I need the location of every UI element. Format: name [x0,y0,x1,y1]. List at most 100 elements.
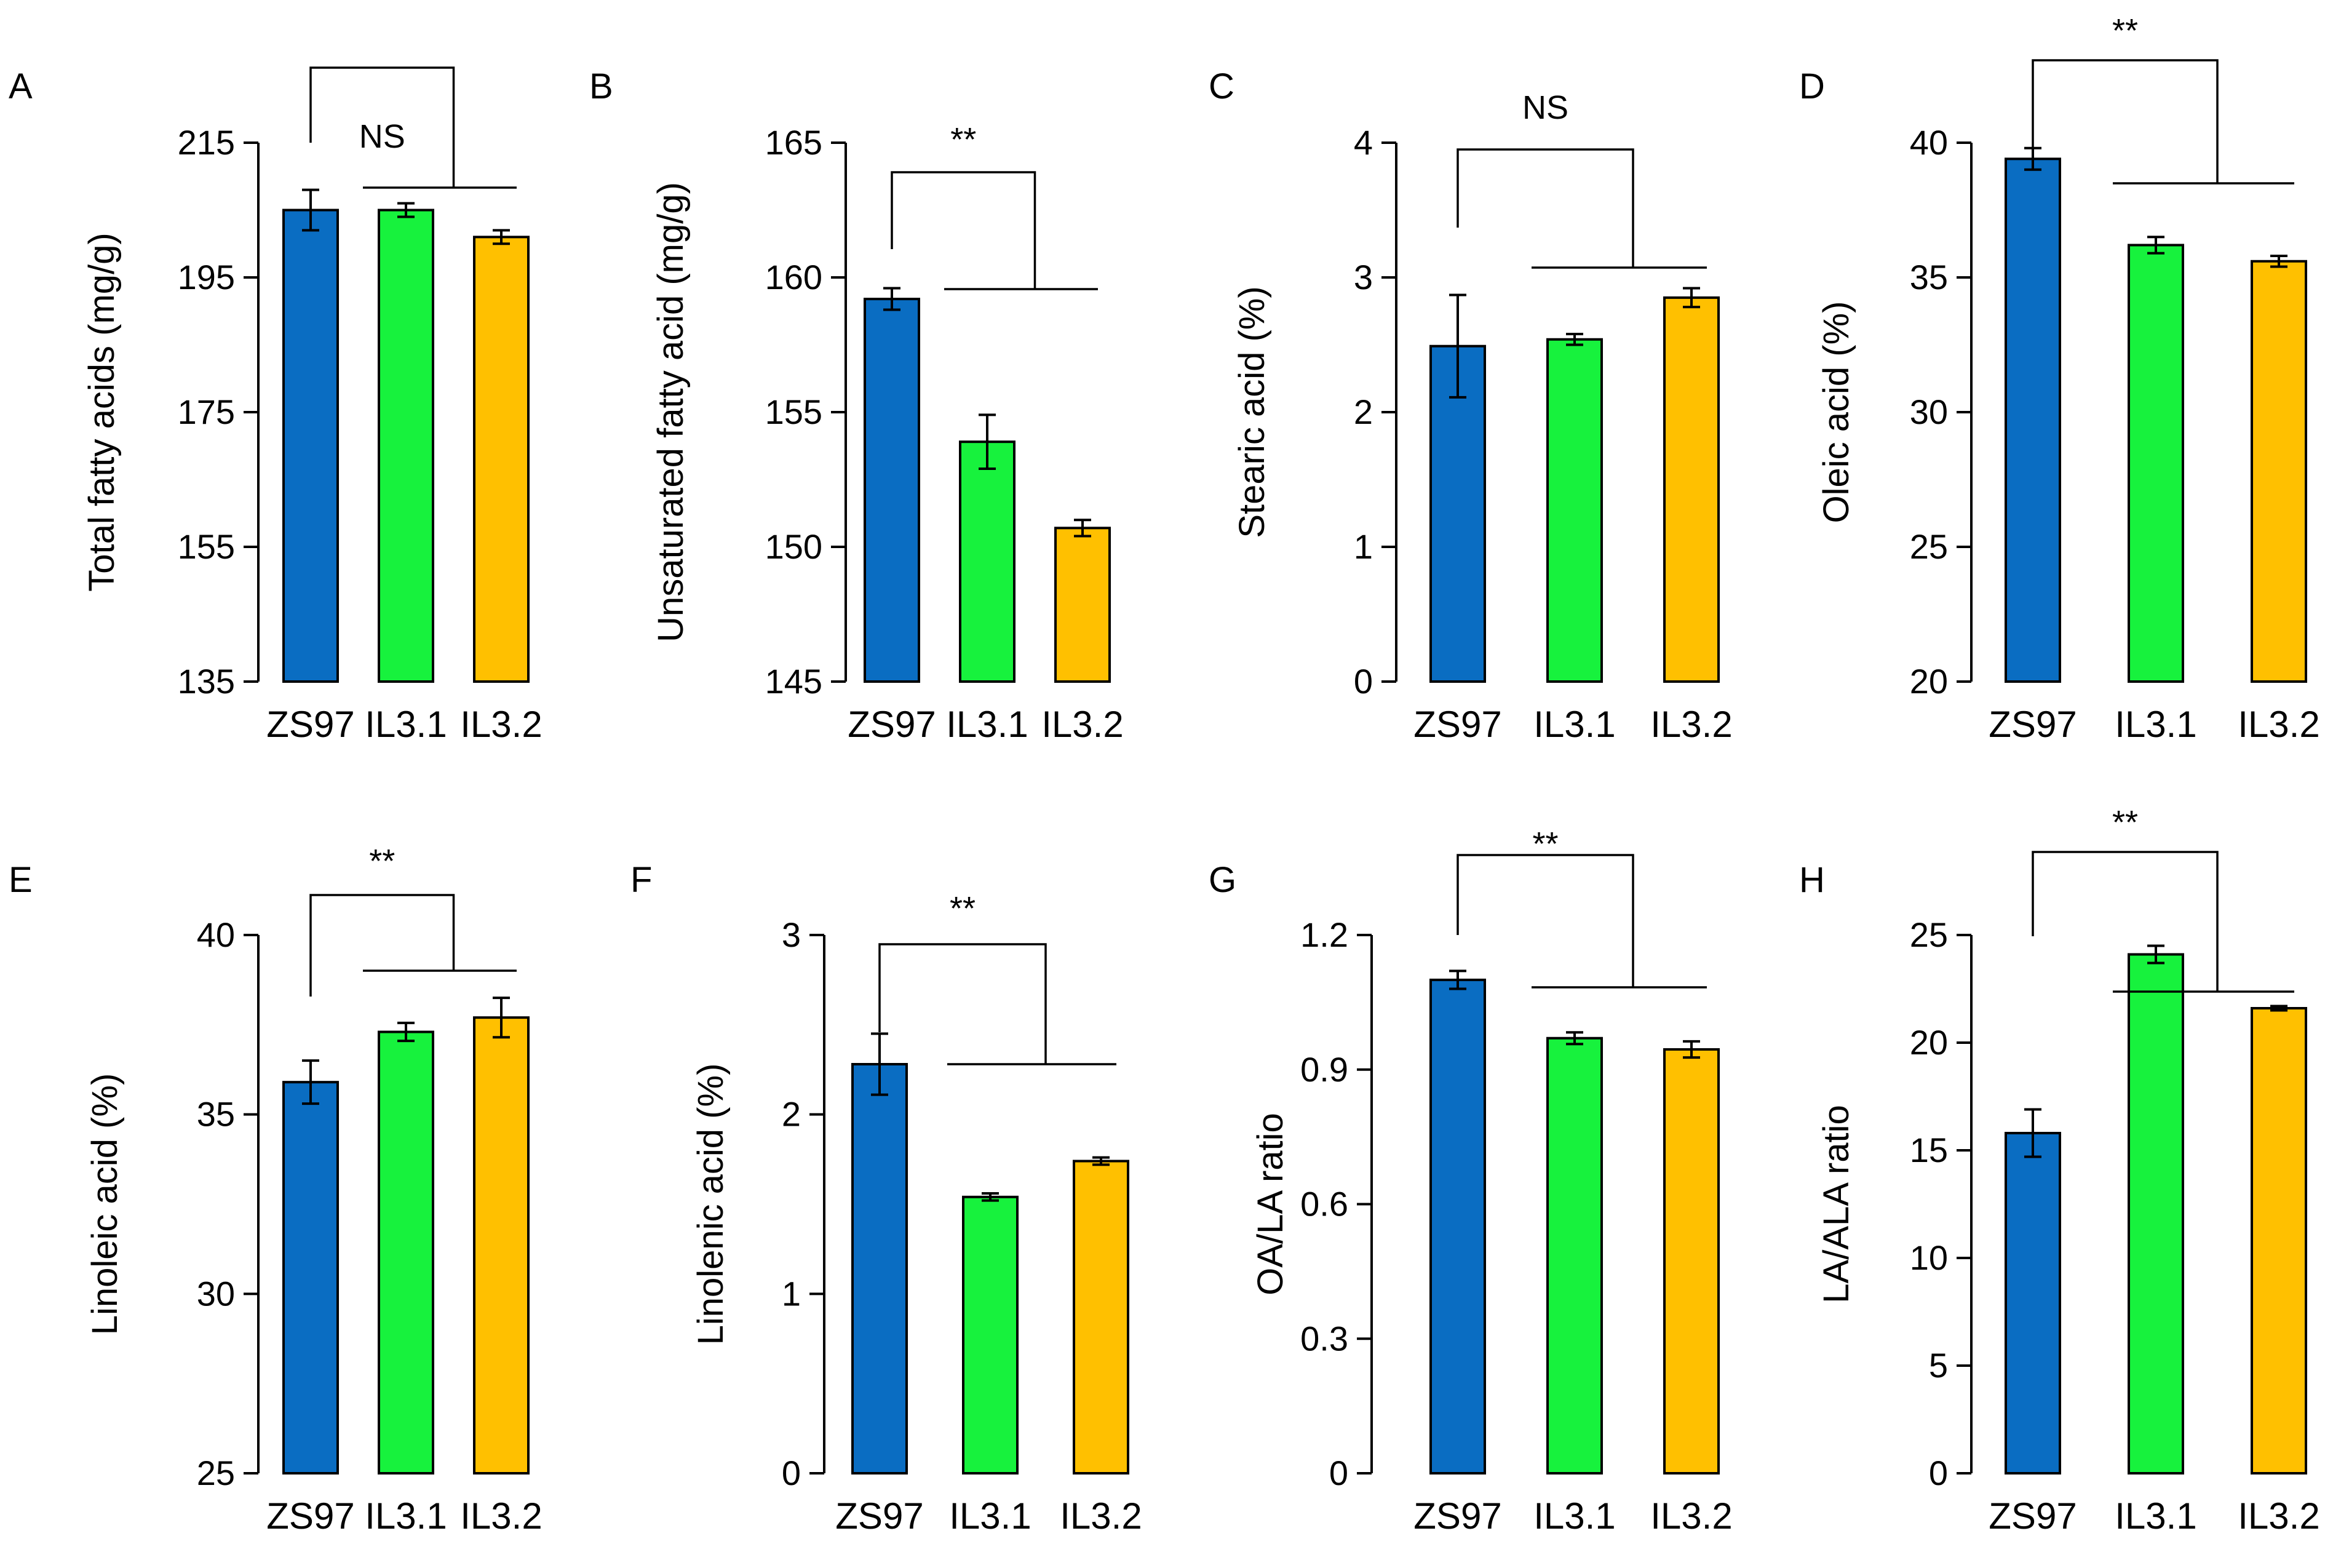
bar-zs97 [1429,978,1486,1474]
panel-letter-a: A [9,66,33,106]
x-tick-label: ZS97 [1989,704,2077,745]
y-tick-label: 1 [782,1274,801,1313]
significance-label: ** [2112,12,2138,49]
significance-label: ** [369,843,395,880]
y-tick-label: 160 [765,258,822,296]
y-axis-label: Stearic acid (%) [1232,286,1272,538]
panel-a: A 135 155 175 195 215 Total fatty acids (mg/g)… [9,66,543,745]
y-tick-label: 25 [197,1454,235,1492]
bar-il3-2 [1663,296,1720,683]
panel-letter-b: B [589,66,613,106]
y-tick-label: 35 [197,1095,235,1134]
significance-bracket [2032,851,2219,992]
bar-il3-2 [2251,1007,2307,1474]
bar-il3-1 [2128,244,2184,683]
y-tick-label: 2 [1354,392,1373,431]
x-tick-label: ZS97 [1413,1495,1501,1537]
bar-il3-2 [473,1016,530,1474]
significance-bracket [1457,148,1634,268]
x-tick-label: ZS97 [1989,1495,2077,1537]
y-tick-label: 30 [1910,392,1948,431]
x-tick-label: ZS97 [266,1495,354,1537]
bar-il3-1 [378,1030,434,1474]
x-tick-label: IL3.1 [946,704,1028,745]
x-tick-label: IL3.2 [2238,704,2319,745]
y-axis-label: OA/LA ratio [1250,1113,1290,1295]
bar-il3-1 [2128,953,2184,1474]
x-tick-label: ZS97 [835,1495,923,1537]
y-tick-label: 0 [782,1454,801,1492]
y-tick-label: 175 [178,392,235,431]
bar-zs97 [2005,1132,2061,1474]
bar-il3-2 [473,236,530,683]
y-tick-label: 135 [178,662,235,701]
y-tick-label: 0 [1329,1454,1348,1492]
y-tick-label: 155 [178,527,235,566]
panel-g: G 0 0.3 0.6 0.9 1.2 OA/LA ratio ZS97 IL3.1 IL3.2 *… [1209,826,1733,1537]
bar-zs97 [851,1063,908,1474]
bar-il3-1 [959,440,1015,683]
panel-d: D 20 25 30 35 40 Oleic acid (%) ZS97 IL3.1 IL3.2 *… [1799,12,2320,745]
y-tick-label: 155 [765,392,822,431]
bar-zs97 [282,209,339,683]
y-axis-label: Unsaturated fatty acid (mg/g) [651,182,691,642]
bar-il3-2 [1054,527,1111,683]
y-tick-label: 5 [1929,1346,1948,1385]
y-tick-label: 30 [197,1274,235,1313]
y-tick-label: 20 [1910,1023,1948,1062]
significance-label: ** [1532,826,1558,862]
significance-bracket [309,894,455,997]
y-tick-label: 2 [782,1095,801,1134]
y-tick-label: 1.2 [1300,915,1348,954]
panel-letter-c: C [1209,66,1234,106]
bar-il3-1 [1546,338,1603,683]
significance-bracket [878,943,1047,1064]
y-tick-label: 35 [1910,258,1948,296]
x-tick-label: IL3.1 [2115,1495,2196,1537]
y-tick-label: 0 [1929,1454,1948,1492]
y-axis-label: LA/ALA ratio [1816,1105,1856,1303]
x-tick-label: IL3.2 [1650,1495,1732,1537]
y-axis-label: Linoleic acid (%) [85,1073,125,1335]
y-tick-label: 0.6 [1300,1185,1348,1224]
y-tick-label: 25 [1910,915,1948,954]
panel-letter-h: H [1799,860,1825,900]
bar-il3-2 [1073,1160,1129,1474]
significance-label: NS [1522,89,1568,126]
x-tick-label: IL3.2 [1650,704,1732,745]
bar-zs97 [282,1081,339,1474]
significance-bracket [2032,59,2219,183]
significance-label: ** [950,121,976,158]
significance-bracket [891,171,1036,289]
bar-zs97 [2005,157,2061,683]
x-tick-label: ZS97 [266,704,354,745]
y-tick-label: 10 [1910,1238,1948,1277]
x-tick-label: IL3.2 [1060,1495,1142,1537]
x-tick-label: IL3.1 [1533,1495,1615,1537]
y-tick-label: 145 [765,662,822,701]
bar-il3-1 [962,1195,1019,1475]
x-tick-label: IL3.2 [2238,1495,2319,1537]
y-tick-label: 150 [765,527,822,566]
x-tick-label: ZS97 [848,704,936,745]
x-tick-label: IL3.1 [2115,704,2196,745]
panel-h: H 0 5 10 15 20 25 LA/ALA ratio ZS97 IL3.1 IL3.2 ** [1799,804,2320,1537]
x-tick-label: ZS97 [1413,704,1501,745]
y-tick-label: 0 [1354,662,1373,701]
bar-zs97 [864,298,920,683]
y-tick-label: 215 [178,123,235,162]
y-axis-label: Total fatty acids (mg/g) [82,233,122,591]
x-tick-label: IL3.2 [1041,704,1123,745]
y-tick-label: 0.3 [1300,1319,1348,1358]
panel-letter-f: F [630,860,652,900]
y-tick-label: 1 [1354,527,1373,566]
panel-letter-g: G [1209,860,1236,900]
panel-letter-d: D [1799,66,1825,106]
y-tick-label: 40 [1910,123,1948,162]
y-tick-label: 3 [782,915,801,954]
x-tick-label: IL3.2 [460,1495,542,1537]
x-tick-label: IL3.1 [365,704,447,745]
y-axis-label: Oleic acid (%) [1816,301,1856,523]
y-tick-label: 20 [1910,662,1948,701]
